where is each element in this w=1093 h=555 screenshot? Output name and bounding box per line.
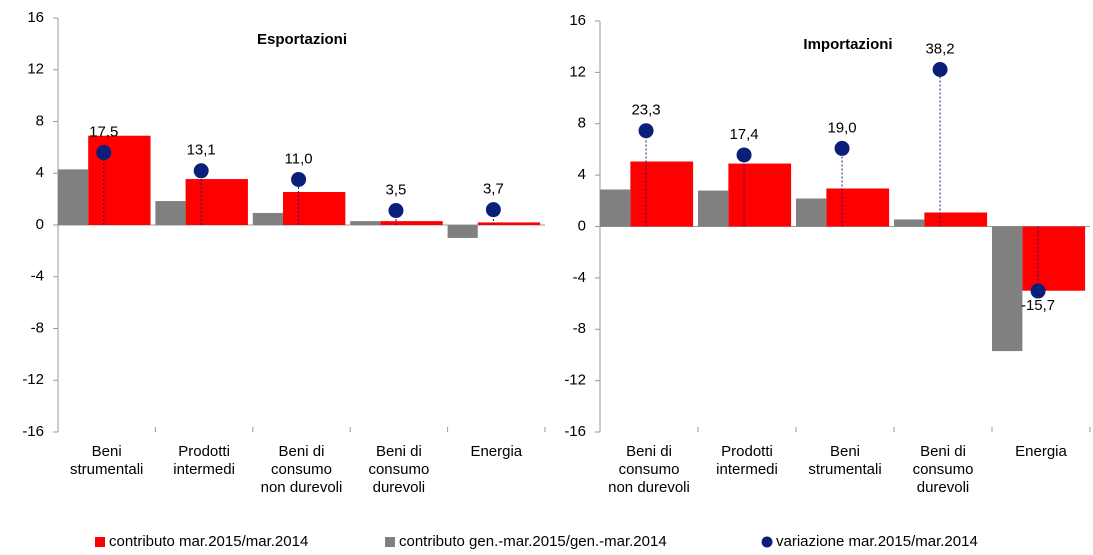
data-label: 38,2: [925, 40, 954, 57]
data-label: 13,1: [187, 142, 216, 159]
bar: [600, 189, 631, 227]
data-label: 19,0: [827, 119, 856, 136]
data-label: 3,7: [483, 181, 504, 198]
y-tick-label: -8: [573, 320, 586, 337]
legend-label: contributo mar.2015/mar.2014: [109, 533, 308, 550]
bar: [350, 221, 381, 225]
legend-marker: [385, 537, 395, 547]
dot: [96, 145, 112, 161]
dot: [193, 163, 209, 179]
chart-title: Importazioni: [803, 36, 892, 53]
x-tick-label: Energia: [470, 443, 523, 460]
y-tick-label: -12: [22, 371, 44, 388]
data-label: 3,5: [386, 181, 407, 198]
y-tick-label: -16: [564, 423, 586, 440]
legend-marker: [95, 537, 105, 547]
x-tick-label: Prodotti intermedi: [716, 443, 778, 478]
bar: [155, 201, 186, 225]
x-tick-label: Prodotti intermedi: [173, 443, 235, 478]
x-tick-label: Beni di consumo durevoli: [368, 443, 430, 496]
dot: [932, 61, 948, 77]
y-tick-label: 16: [569, 12, 586, 29]
bar: [58, 169, 89, 225]
bar: [380, 221, 443, 225]
dot: [736, 147, 752, 163]
bar: [477, 222, 541, 225]
y-tick-label: -12: [564, 372, 586, 389]
dot: [1030, 283, 1046, 299]
x-tick-label: Beni strumentali: [70, 443, 144, 478]
dot: [638, 123, 654, 139]
data-label: 11,0: [285, 150, 313, 167]
x-tick-label: Beni strumentali: [808, 443, 882, 478]
data-label: -15,7: [1021, 297, 1055, 314]
bar: [796, 198, 827, 227]
y-tick-label: 16: [27, 9, 44, 26]
bar: [894, 219, 925, 227]
x-tick-label: Beni di consumo non durevoli: [608, 443, 690, 496]
data-label: 23,3: [631, 102, 660, 119]
data-label: 17,4: [729, 126, 758, 143]
bar: [992, 226, 1023, 352]
x-tick-label: Beni di consumo non durevoli: [260, 443, 343, 496]
y-tick-label: -16: [22, 423, 44, 440]
y-tick-label: 12: [27, 61, 44, 78]
x-tick-label: Energia: [1015, 443, 1067, 460]
bar: [185, 179, 248, 225]
y-tick-label: 8: [36, 112, 44, 129]
y-tick-label: 4: [578, 166, 586, 183]
y-tick-label: -4: [31, 268, 44, 285]
y-tick-label: -8: [31, 319, 44, 336]
y-tick-label: 4: [36, 164, 44, 181]
x-tick-label: Beni di consumo durevoli: [912, 443, 974, 496]
bar: [728, 163, 792, 227]
chart-title: Esportazioni: [257, 31, 347, 48]
bar: [282, 192, 346, 225]
dot: [388, 203, 404, 219]
bar: [1022, 226, 1086, 291]
dot: [485, 202, 501, 218]
data-label: 17,5: [89, 124, 118, 141]
y-tick-label: 12: [569, 63, 586, 80]
legend-label: variazione mar.2015/mar.2014: [776, 533, 978, 550]
y-tick-label: 0: [36, 216, 44, 233]
dot: [291, 171, 307, 187]
bar: [252, 212, 283, 225]
dot: [834, 140, 850, 156]
bar: [630, 161, 694, 227]
bar: [826, 188, 890, 227]
y-tick-label: 0: [578, 217, 586, 234]
legend-label: contributo gen.-mar.2015/gen.-mar.2014: [399, 533, 667, 550]
legend-marker: [761, 536, 773, 548]
y-tick-label: 8: [578, 115, 586, 132]
bar: [698, 190, 729, 227]
y-tick-label: -4: [573, 269, 586, 286]
bar: [447, 225, 478, 238]
bar: [924, 212, 988, 227]
